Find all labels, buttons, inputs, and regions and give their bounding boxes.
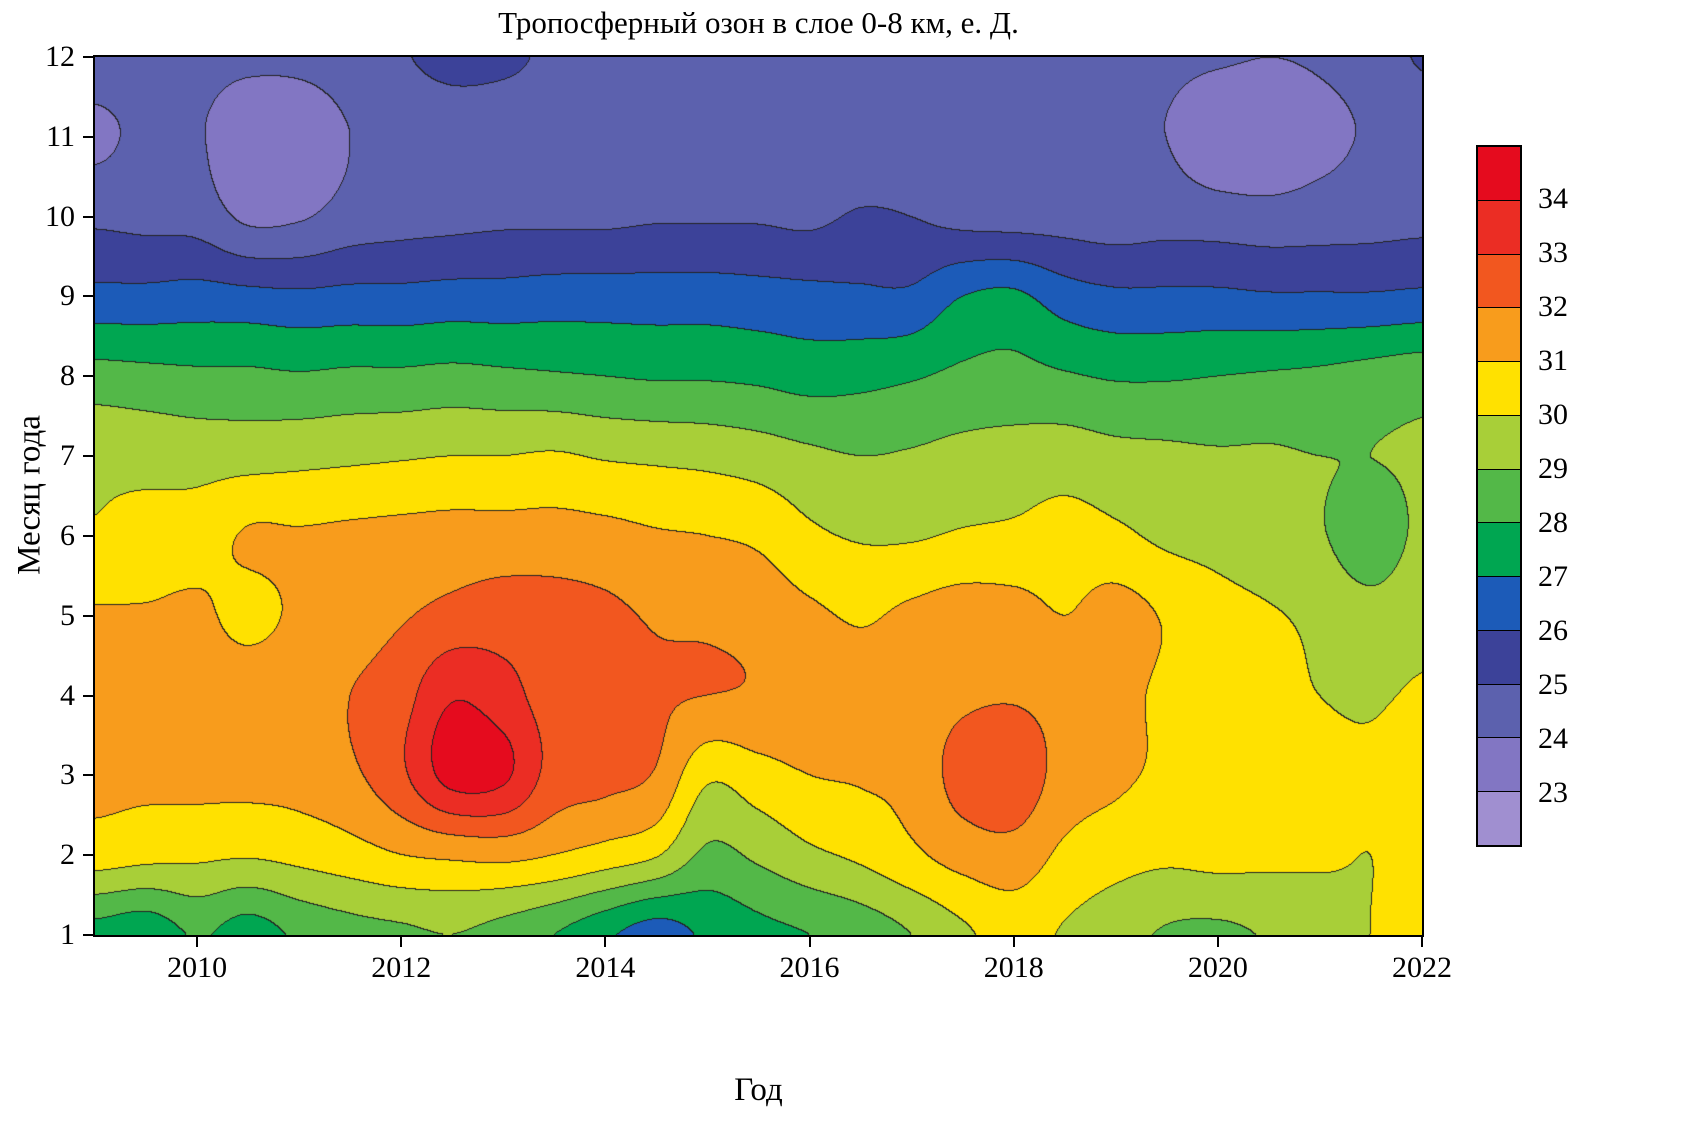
colorbar-label: 28: [1538, 506, 1568, 539]
colorbar-cell: [1478, 791, 1520, 845]
y-tick-label: 4: [60, 678, 75, 712]
colorbar-label: 26: [1538, 614, 1568, 647]
y-tick-label: 1: [60, 918, 75, 951]
y-tick-mark: [83, 934, 93, 936]
y-tick-mark: [83, 215, 93, 218]
colorbar-label: 25: [1538, 668, 1568, 701]
y-tick-mark: [83, 375, 93, 378]
x-tick-mark: [604, 937, 607, 947]
y-tick-mark: [83, 455, 93, 458]
x-tick-label: 2014: [575, 951, 636, 984]
colorbar-label: 27: [1538, 560, 1568, 593]
x-tick-mark: [196, 937, 199, 947]
chart-title: Тропосферный озон в слое 0-8 км, е. Д.: [498, 5, 1019, 40]
y-tick-mark: [83, 774, 93, 777]
colorbar-label: 31: [1538, 344, 1568, 377]
y-tick-mark: [83, 694, 93, 697]
colorbar-cell: [1478, 737, 1520, 792]
colorbar-cell: [1478, 361, 1520, 415]
y-tick-mark: [83, 854, 93, 857]
x-tick-mark: [1012, 937, 1015, 947]
colorbar-cell: [1478, 307, 1520, 362]
y-tick-mark: [83, 295, 93, 298]
colorbar-label: 30: [1538, 398, 1568, 431]
colorbar: [1476, 145, 1522, 847]
y-tick-mark: [83, 534, 93, 537]
colorbar-label: 23: [1538, 776, 1568, 809]
colorbar-cell: [1478, 522, 1520, 577]
y-tick-label: 11: [46, 119, 75, 153]
colorbar-label: 34: [1538, 182, 1568, 215]
colorbar-cell: [1478, 683, 1520, 738]
y-tick-label: 9: [60, 279, 75, 313]
x-tick-label: 2016: [779, 951, 840, 984]
y-tick-label: 12: [45, 40, 75, 73]
colorbar-cell: [1478, 199, 1520, 254]
x-axis-label: Год: [734, 1072, 783, 1108]
x-tick-label: 2022: [1392, 951, 1452, 984]
colorbar-cell: [1478, 629, 1520, 684]
x-tick-mark: [1216, 937, 1219, 947]
colorbar-cell: [1478, 253, 1520, 308]
y-tick-label: 5: [60, 598, 75, 632]
y-tick-label: 10: [45, 199, 75, 233]
y-tick-label: 2: [60, 838, 75, 872]
colorbar-label: 24: [1538, 722, 1568, 755]
x-tick-mark: [400, 937, 403, 947]
y-tick-mark: [83, 614, 93, 617]
colorbar-cell: [1478, 147, 1520, 200]
x-tick-mark: [808, 937, 811, 947]
colorbar-cell: [1478, 468, 1520, 523]
contour-plot-canvas: [95, 57, 1422, 935]
y-tick-mark: [83, 135, 93, 138]
x-tick-label: 2018: [983, 951, 1044, 984]
plot-area: [93, 55, 1424, 937]
y-tick-label: 6: [60, 518, 75, 552]
y-tick-mark: [83, 56, 93, 58]
y-tick-label: 3: [60, 758, 75, 792]
x-tick-label: 2020: [1187, 951, 1248, 984]
colorbar-cell: [1478, 576, 1520, 630]
colorbar-cell: [1478, 414, 1520, 469]
x-tick-mark: [1421, 937, 1423, 947]
colorbar-label: 33: [1538, 236, 1568, 269]
colorbar-label: 29: [1538, 452, 1568, 485]
x-tick-label: 2012: [371, 951, 432, 984]
y-tick-label: 8: [60, 359, 75, 393]
x-tick-label: 2010: [167, 951, 228, 984]
colorbar-label: 32: [1538, 290, 1568, 323]
y-tick-label: 7: [60, 439, 75, 473]
